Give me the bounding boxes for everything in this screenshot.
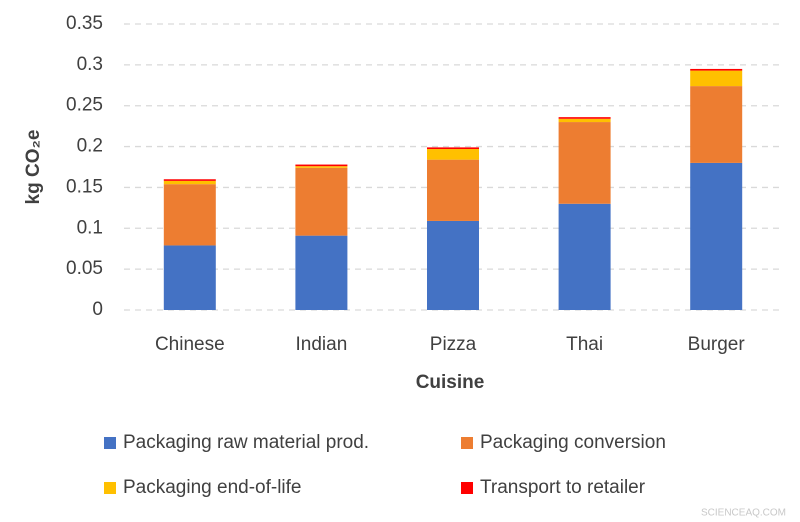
- x-tick-label: Indian: [296, 334, 348, 355]
- y-tick-label: 0.2: [77, 136, 103, 157]
- x-axis-title: Cuisine: [416, 372, 485, 393]
- y-tick-label: 0: [92, 299, 103, 320]
- bar-segment: [163, 184, 216, 246]
- watermark: SCIENCEAQ.COM: [701, 508, 786, 519]
- bar-segment: [690, 68, 743, 71]
- legend-label: Packaging conversion: [480, 432, 666, 453]
- bar-segment: [690, 162, 743, 310]
- x-tick-label: Thai: [566, 334, 603, 355]
- legend-swatch: [104, 482, 116, 494]
- legend-swatch: [461, 482, 473, 494]
- x-tick-label: Burger: [688, 334, 746, 355]
- y-tick-label: 0.1: [77, 217, 103, 238]
- bar-segment: [295, 167, 348, 236]
- bar-segment: [427, 220, 479, 310]
- bar-segment: [427, 147, 479, 150]
- y-tick-label: 0.3: [77, 54, 103, 75]
- bar-segment: [163, 180, 216, 185]
- bar-segment: [295, 164, 348, 167]
- bar-segment: [163, 245, 216, 310]
- legend-label: Packaging raw material prod.: [123, 432, 369, 453]
- bar-segment: [558, 122, 611, 204]
- bar-segment: [427, 149, 479, 160]
- bar-segment: [558, 117, 611, 119]
- x-tick-label: Pizza: [430, 334, 477, 355]
- bar-segment: [690, 86, 743, 163]
- bar-segment: [690, 70, 743, 87]
- bar-segment: [558, 118, 611, 123]
- legend-swatch: [461, 437, 473, 449]
- bar-segment: [427, 159, 479, 221]
- legend-label: Packaging end-of-life: [123, 477, 302, 498]
- bar-segment: [558, 203, 611, 310]
- y-tick-label: 0.05: [66, 258, 103, 279]
- bar-segment: [295, 235, 348, 310]
- bar-segment: [163, 179, 216, 181]
- y-tick-label: 0.15: [66, 176, 103, 197]
- legend-swatch: [104, 437, 116, 449]
- x-tick-label: Chinese: [155, 334, 225, 355]
- y-tick-label: 0.35: [66, 13, 103, 34]
- y-tick-label: 0.25: [66, 95, 103, 116]
- y-axis-title: kg CO₂e: [23, 130, 44, 205]
- bar-segment: [295, 166, 348, 168]
- legend-label: Transport to retailer: [480, 477, 646, 498]
